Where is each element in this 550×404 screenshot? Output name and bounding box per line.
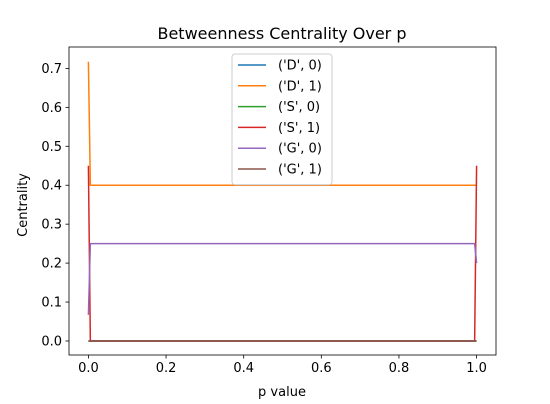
plot-frame — [68, 46, 497, 356]
legend-label: ('D', 1) — [278, 79, 322, 94]
x-tick-label: 0.4 — [233, 361, 254, 376]
x-tick-label: 0.8 — [389, 361, 410, 376]
x-tick-label: 0.0 — [78, 361, 99, 376]
y-tick-label: 0.2 — [41, 257, 62, 272]
axes-layer: 0.0 0.2 0.4 0.6 0.8 1.0 0.0 0.1 0.2 0.3 0.4 0.5 0.6 0… — [41, 46, 497, 376]
y-tick-label: 0.1 — [41, 296, 62, 311]
y-tick-label: 0.6 — [41, 101, 62, 116]
y-tick-label: 0.3 — [41, 218, 62, 233]
legend: ('D', 0) ('D', 1) ('S', 0) ('S', 1) ('G', 0)… — [231, 53, 333, 186]
y-tick-label: 0.0 — [41, 334, 62, 349]
legend-label: ('G', 0) — [278, 142, 322, 157]
legend-label: ('S', 0) — [278, 100, 320, 115]
series-line-4 — [87, 242, 478, 315]
chart-title: Betweenness Centrality Over p — [157, 24, 406, 43]
legend-label: ('D', 0) — [278, 59, 322, 74]
x-axis-label: p value — [258, 385, 306, 400]
x-tick-label: 1.0 — [466, 361, 487, 376]
y-axis-label: Centrality — [16, 173, 31, 237]
series-line-3 — [87, 165, 478, 342]
legend-label: ('S', 1) — [278, 121, 320, 136]
y-tick-label: 0.4 — [41, 179, 62, 194]
y-tick-label: 0.5 — [41, 140, 62, 155]
legend-box — [231, 53, 333, 186]
x-tick-label: 0.6 — [311, 361, 332, 376]
y-tick-label: 0.7 — [41, 62, 62, 77]
legend-label: ('G', 1) — [278, 163, 322, 178]
x-tick-label: 0.2 — [156, 361, 177, 376]
series-layer — [87, 61, 478, 342]
